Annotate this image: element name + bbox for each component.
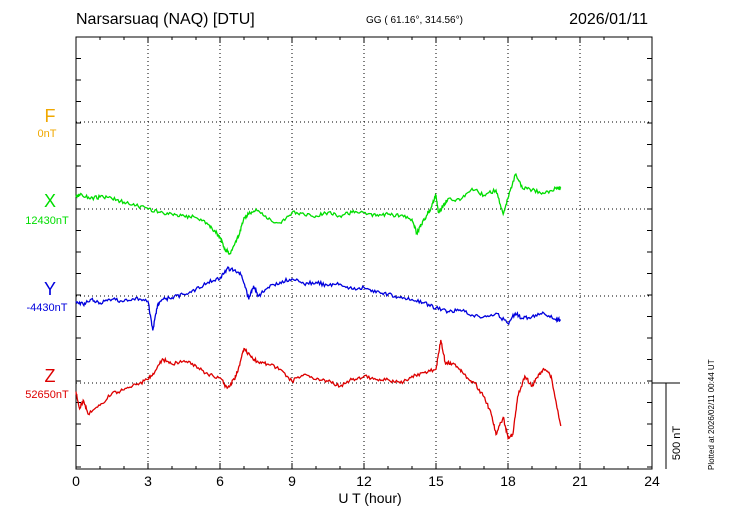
trace-x — [75, 173, 562, 256]
x-tick-label: 21 — [572, 473, 588, 489]
baseline-label-z: 52650nT — [25, 389, 69, 401]
x-tick-label: 18 — [500, 473, 516, 489]
x-tick-label: 12 — [356, 473, 372, 489]
trace-y — [75, 266, 561, 331]
x-tick-label: 24 — [644, 473, 660, 489]
scale-label: 500 nT — [670, 425, 694, 465]
station-title: Narsarsuaq (NAQ) [DTU] — [76, 11, 255, 28]
component-label-x: X — [43, 191, 56, 211]
geographic-coords: GG ( 61.16°, 314.56°) — [366, 15, 463, 26]
component-label-z: Z — [44, 366, 56, 386]
x-tick-label: 0 — [72, 473, 80, 489]
scale-label-text: 500 nT — [671, 425, 684, 461]
x-tick-label: 3 — [144, 473, 152, 489]
component-label-y: Y — [43, 279, 56, 299]
grid — [76, 37, 652, 469]
x-tick-label: 15 — [428, 473, 444, 489]
component-label-f: F — [44, 106, 56, 126]
x-tick-label: 6 — [216, 473, 224, 489]
x-axis: 0 3 6 9 12 15 18 21 24 — [72, 36, 660, 489]
plotted-timestamp: Plotted at 2026/02/11 00:44 UT — [707, 359, 716, 470]
x-axis-label: U T (hour) — [338, 490, 402, 506]
traces — [75, 173, 562, 441]
trace-z — [75, 339, 562, 441]
baseline-label-x: 12430nT — [25, 215, 69, 227]
baseline-label-y: -4430nT — [26, 302, 68, 314]
x-tick-label: 9 — [288, 473, 296, 489]
scale-bar — [652, 382, 680, 469]
baseline-label-f: 0nT — [37, 128, 57, 140]
chart-date: 2026/01/11 — [569, 11, 648, 28]
